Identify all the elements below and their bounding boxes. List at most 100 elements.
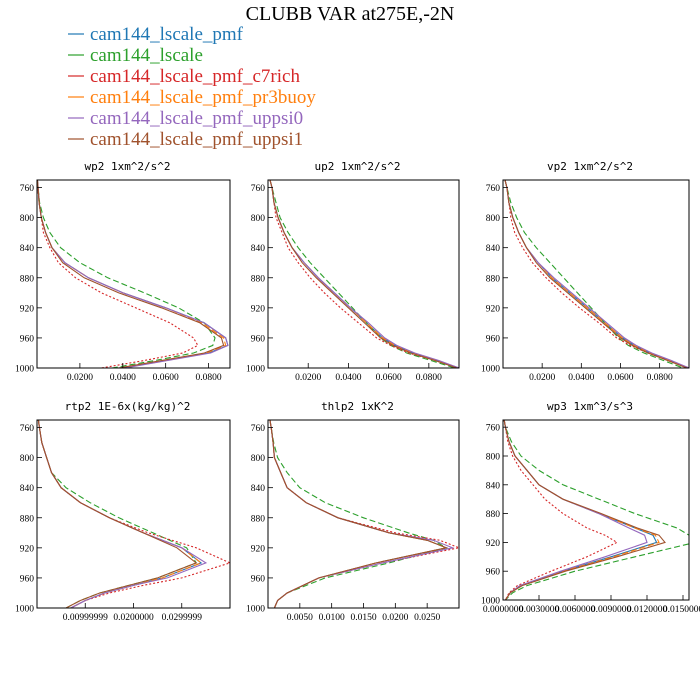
y-tick-label: 960 [486,334,501,344]
y-tick-label: 760 [251,184,266,194]
figure-title: CLUBB VAR at275E,-2N [246,3,455,25]
x-tick-label: 0.0299999 [162,613,203,623]
legend-label: cam144_lscale [90,45,203,66]
y-tick-label: 880 [251,514,266,524]
y-tick-label: 960 [251,334,266,344]
panel: up2 1xm^2/s^2 760 800 840 880 920 960 1000 0.020… [246,160,460,383]
series-line [269,420,449,608]
x-tick-label: 0.0150 [350,613,376,623]
y-tick-label: 800 [486,453,501,463]
series-line [503,420,658,600]
y-tick-label: 960 [251,574,266,584]
x-tick-label: 0.0090000 [591,605,632,615]
series-line [269,180,459,368]
y-tick-label: 800 [251,454,266,464]
plot-frame [502,179,690,369]
x-tick-label: 0.0400 [568,373,594,383]
x-tick-label: 0.0030000 [519,605,560,615]
series-line [504,180,689,368]
x-tick-label: 0.0600 [607,373,633,383]
series-line [37,420,230,608]
series-line [269,180,458,368]
plot-frame [36,179,231,369]
y-tick-label: 880 [486,510,501,520]
series-line [503,420,660,600]
series-line [503,420,689,600]
series-group [37,420,230,608]
x-tick-label: 0.0250 [414,613,440,623]
y-tick-label: 840 [486,244,501,254]
y-tick-label: 880 [251,274,266,284]
y-tick-label: 960 [20,574,35,584]
plot-frame [502,419,690,601]
y-tick-label: 1000 [15,365,34,375]
x-tick-label: 0.0200 [295,373,321,383]
series-group [269,420,459,608]
panel-title: thlp2 1xK^2 [321,400,394,413]
series-line [504,180,684,368]
y-tick-label: 1000 [481,597,500,607]
series-line [37,420,198,608]
legend-label: cam144_lscale_pmf_pr3buoy [90,87,316,108]
x-tick-label: 0.0800 [416,373,442,383]
series-line [269,180,459,368]
x-tick-label: 0.0400 [335,373,361,383]
legend-entry: cam144_lscale [68,45,203,66]
y-tick-label: 760 [251,424,266,434]
panel: vp2 1xm^2/s^2 760 800 840 880 920 960 1000 0.020… [481,160,690,383]
y-tick-label: 840 [20,484,35,494]
y-tick-label: 960 [20,334,35,344]
y-tick-label: 840 [251,484,266,494]
legend-entry: cam144_lscale_pmf_uppsi0 [68,108,303,129]
series-line [37,420,208,608]
panels: wp2 1xm^2/s^2 760 800 840 880 920 960 1000 0.020… [15,160,700,623]
series-line [504,180,689,368]
x-tick-label: 0.0060000 [555,605,596,615]
x-tick-label: 0.0400 [110,373,136,383]
series-line [37,180,229,368]
series-line [37,180,227,368]
series-line [269,420,455,608]
x-tick-label: 0.0200 [382,613,408,623]
x-tick-label: 0.0100 [319,613,345,623]
y-tick-label: 840 [20,244,35,254]
x-tick-label: 0.0600 [376,373,402,383]
series-line [503,420,666,600]
y-tick-label: 880 [486,274,501,284]
legend-label: cam144_lscale_pmf_uppsi1 [90,129,303,150]
series-line [269,420,448,608]
plot-frame [267,419,460,609]
series-line [37,180,225,368]
panel: rtp2 1E-6x(kg/kg)^2 760 800 840 880 920 960 100… [15,400,231,623]
y-tick-label: 760 [486,184,501,194]
x-tick-label: 0.0200 [67,373,93,383]
y-tick-label: 800 [486,214,501,224]
legend-entry: cam144_lscale_pmf_uppsi1 [68,129,303,150]
y-tick-label: 800 [251,214,266,224]
plot-frame [36,419,231,609]
y-tick-label: 1000 [15,605,34,615]
x-tick-label: 0.0600 [153,373,179,383]
series-group [269,180,459,368]
panel: wp2 1xm^2/s^2 760 800 840 880 920 960 1000 0.020… [15,160,231,383]
y-tick-label: 920 [20,544,35,554]
series-line [37,420,203,608]
x-tick-label: 0.0800 [195,373,221,383]
legend-label: cam144_lscale_pmf_c7rich [90,66,300,87]
plot-frame [267,179,460,369]
y-tick-label: 920 [486,304,501,314]
y-tick-label: 840 [251,244,266,254]
y-tick-label: 840 [486,481,501,491]
series-line [269,420,449,608]
series-line [269,180,459,368]
x-tick-label: 0.0050 [287,613,313,623]
y-tick-label: 920 [251,544,266,554]
legend-entry: cam144_lscale_pmf_c7rich [68,66,300,87]
series-line [503,420,619,600]
x-tick-label: 0.00999999 [63,613,108,623]
y-tick-label: 960 [486,568,501,578]
series-group [503,420,689,600]
series-line [269,180,456,368]
panel-title: up2 1xm^2/s^2 [314,160,400,173]
panel-title: rtp2 1E-6x(kg/kg)^2 [65,400,191,413]
